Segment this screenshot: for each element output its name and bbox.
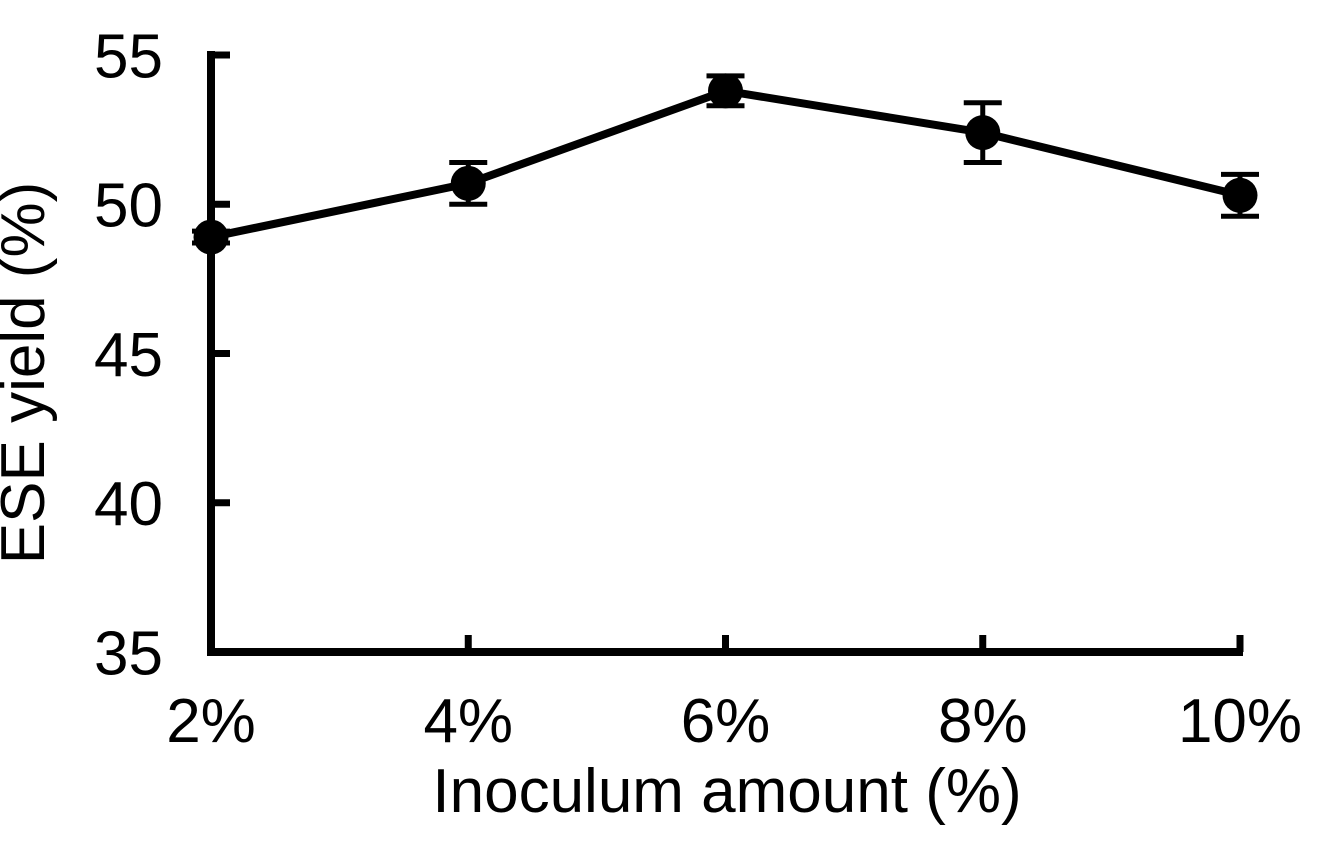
data-point-marker (965, 115, 1001, 151)
data-points (193, 73, 1258, 255)
data-point-marker (1222, 177, 1258, 213)
y-tick-labels: 35 40 45 50 55 (94, 22, 163, 688)
x-axis-title: Inoculum amount (%) (432, 757, 1021, 826)
x-tick-label: 2% (166, 687, 256, 756)
data-point-marker (450, 165, 486, 201)
x-tick-labels: 2% 4% 6% 8% 10% (166, 687, 1302, 756)
data-point-marker (708, 73, 743, 109)
y-tick-label: 50 (94, 172, 163, 241)
x-tick-label: 8% (938, 687, 1028, 756)
series-line (210, 86, 1241, 242)
y-tick-label: 45 (94, 321, 163, 390)
x-axis-ticks (207, 635, 1244, 652)
data-point-marker (193, 219, 229, 255)
axes (207, 51, 1243, 656)
y-tick-label: 55 (94, 22, 163, 91)
x-tick-label: 6% (681, 687, 771, 756)
x-tick-label: 10% (1178, 687, 1302, 756)
data-line (210, 86, 1241, 242)
x-tick-label: 4% (423, 687, 513, 756)
y-tick-label: 35 (94, 619, 163, 688)
y-tick-label: 40 (94, 470, 163, 539)
y-axis-title: ESE yield (%) (0, 182, 58, 564)
